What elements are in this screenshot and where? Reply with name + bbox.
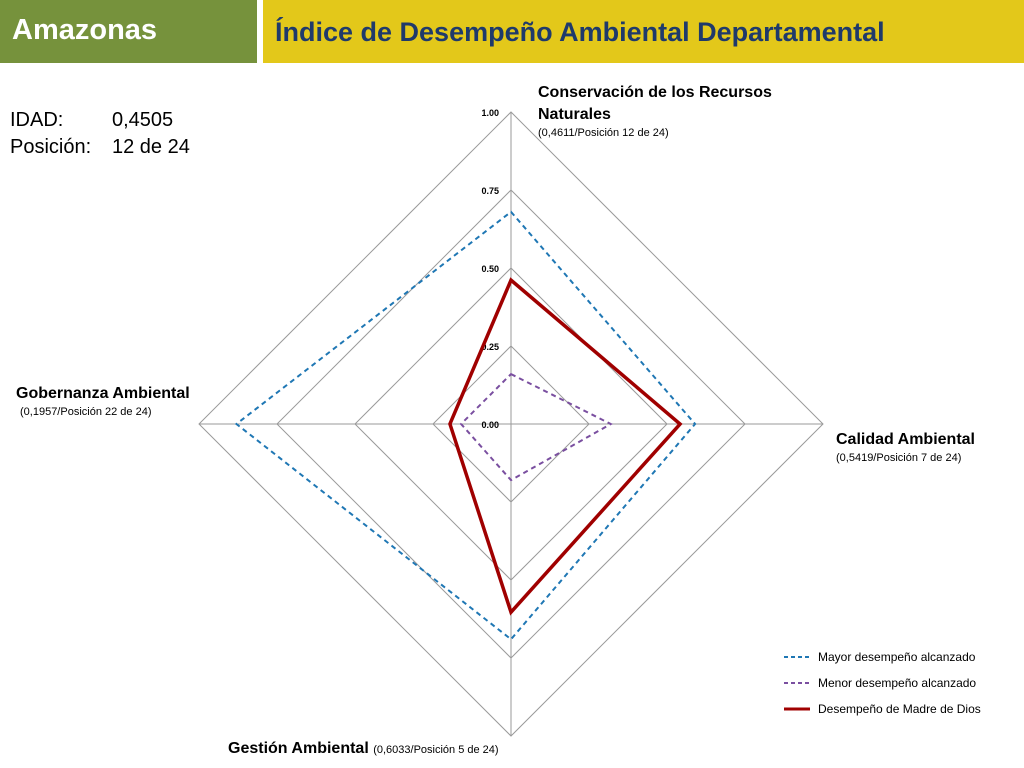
legend-label-max: Mayor desempeño alcanzado [818, 650, 976, 664]
axis-label-conservation: Conservación de los Recursos Naturales (… [538, 82, 788, 141]
region-header: Amazonas [0, 0, 257, 63]
axis-detail-governance: (0,1957/Posición 22 de 24) [20, 406, 152, 418]
page-title: Índice de Desempeño Ambiental Departamen… [275, 17, 885, 47]
legend-swatch-dept [784, 707, 810, 711]
idad-value: 0,4505 [112, 109, 174, 131]
axis-title-conservation: Conservación de los Recursos Naturales [538, 84, 772, 123]
legend-label-min: Menor desempeño alcanzado [818, 676, 977, 690]
axis-title-management: Gestión Ambiental [228, 740, 369, 757]
tick-label-2: 0.50 [481, 264, 499, 274]
axis-title-quality: Calidad Ambiental [836, 431, 975, 448]
legend-item-dept: Desempeño de Madre de Dios [784, 696, 981, 722]
idad-label: IDAD: [10, 109, 64, 131]
series-line-0 [234, 210, 697, 641]
position-value: 12 de 24 [112, 136, 190, 158]
region-name: Amazonas [12, 14, 158, 46]
legend-swatch-max [784, 656, 810, 658]
axis-title-governance: Gobernanza Ambiental [16, 385, 190, 402]
axis-detail-conservation: (0,4611/Posición 12 de 24) [538, 127, 669, 139]
series-line-2 [448, 277, 683, 616]
title-header: Índice de Desempeño Ambiental Departamen… [263, 0, 1024, 63]
legend-item-min: Menor desempeño alcanzado [784, 670, 981, 696]
summary-block: IDAD: 0,4505 Posición: 12 de 24 [10, 107, 190, 161]
legend-swatch-min [784, 682, 810, 684]
axis-detail-quality: (0,5419/Posición 7 de 24) [836, 452, 962, 464]
tick-label-1: 0.25 [481, 342, 499, 352]
tick-label-4: 1.00 [481, 108, 499, 118]
legend-label-dept: Desempeño de Madre de Dios [818, 702, 981, 716]
legend: Mayor desempeño alcanzado Menor desempeñ… [784, 644, 981, 722]
position-label: Posición: [10, 136, 92, 158]
tick-label-0: 0.00 [481, 420, 499, 430]
legend-item-max: Mayor desempeño alcanzado [784, 644, 981, 670]
tick-label-3: 0.75 [481, 186, 499, 196]
axis-detail-management: (0,6033/Posición 5 de 24) [373, 744, 499, 756]
axis-label-management: Gestión Ambiental (0,6033/Posición 5 de … [228, 738, 499, 760]
axis-label-governance: Gobernanza Ambiental (0,1957/Posición 22… [16, 383, 190, 420]
axis-label-quality: Calidad Ambiental (0,5419/Posición 7 de … [836, 429, 975, 466]
